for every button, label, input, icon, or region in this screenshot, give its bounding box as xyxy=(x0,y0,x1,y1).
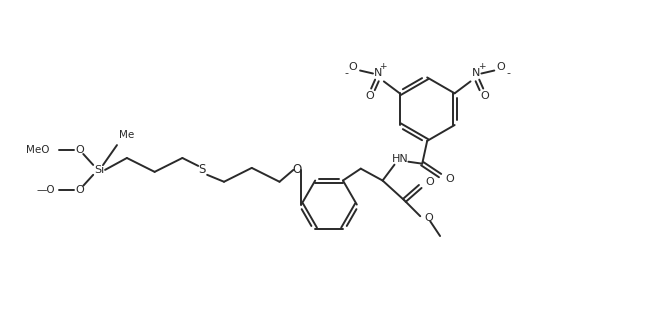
Text: O: O xyxy=(293,163,302,176)
Text: —O: —O xyxy=(37,185,56,195)
Text: O: O xyxy=(445,173,454,183)
Text: O: O xyxy=(366,91,374,101)
Text: O: O xyxy=(425,177,434,187)
Text: Me: Me xyxy=(119,130,134,140)
Text: Si: Si xyxy=(94,165,104,175)
Text: O: O xyxy=(75,145,84,155)
Text: HN: HN xyxy=(392,154,409,164)
Text: +: + xyxy=(379,62,386,71)
Text: O: O xyxy=(75,185,84,195)
Text: O: O xyxy=(349,61,358,71)
Text: -: - xyxy=(344,69,348,79)
Text: N: N xyxy=(374,69,382,79)
Text: -: - xyxy=(506,69,510,79)
Text: N: N xyxy=(472,69,480,79)
Text: +: + xyxy=(478,62,485,71)
Text: S: S xyxy=(198,163,206,176)
Text: O: O xyxy=(497,61,505,71)
Text: O: O xyxy=(480,91,489,101)
Text: O: O xyxy=(424,213,433,223)
Text: MeO: MeO xyxy=(26,145,50,155)
